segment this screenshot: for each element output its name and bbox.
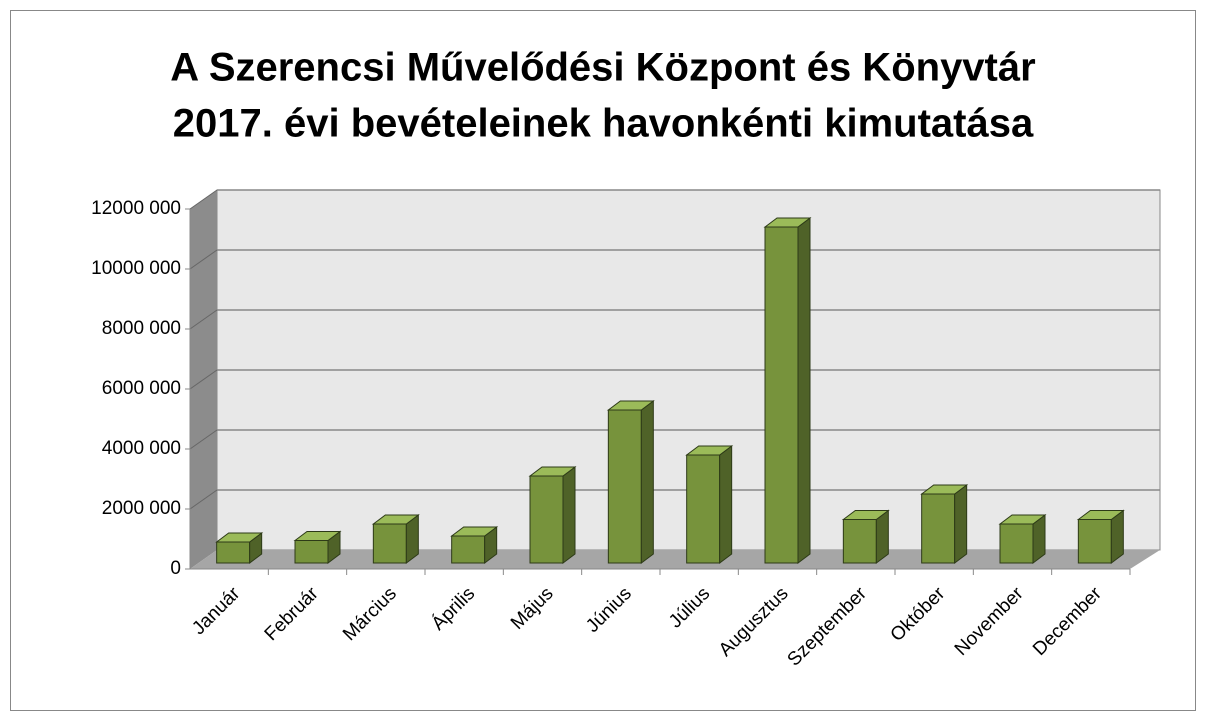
bar-front <box>1077 519 1112 564</box>
bar-front <box>451 535 486 564</box>
grid-line <box>189 309 218 330</box>
bar <box>215 531 264 565</box>
bar-top <box>215 532 264 543</box>
y-tick-label: 4000 000 <box>102 438 181 459</box>
bar-top <box>763 217 812 228</box>
bar-front <box>764 226 799 564</box>
y-tick-label: 10000 000 <box>91 258 181 279</box>
bar-top <box>685 445 734 456</box>
bar-top <box>998 514 1047 525</box>
bar <box>606 400 655 564</box>
bar-top <box>450 526 499 537</box>
grid-line <box>189 189 218 210</box>
y-tick-label: 8000 000 <box>102 318 181 339</box>
bar <box>293 530 342 564</box>
bar-top <box>528 466 577 477</box>
bar-front <box>294 540 329 564</box>
chart-title: A Szerencsi Művelődési Központ és Könyvt… <box>170 46 1035 90</box>
bar-top <box>920 484 969 495</box>
bar-front <box>216 541 251 564</box>
bar-front <box>607 409 642 564</box>
bar <box>998 514 1047 564</box>
bar-front <box>372 523 407 564</box>
y-tick-label: 12000 000 <box>91 198 181 219</box>
y-tick-label: 2000 000 <box>102 498 181 519</box>
bar-front <box>999 523 1034 564</box>
bar <box>450 526 499 564</box>
bar-side <box>562 466 576 564</box>
grid-line <box>189 249 218 270</box>
bar <box>841 509 890 564</box>
y-tick-label: 0 <box>170 558 181 579</box>
bar-front <box>921 493 956 564</box>
chart-title: 2017. évi bevételeinek havonkénti kimuta… <box>173 102 1034 146</box>
bar <box>920 484 969 564</box>
floor <box>190 550 1160 569</box>
bar <box>528 466 577 564</box>
bar-side <box>954 484 968 564</box>
grid-line <box>189 489 218 510</box>
bar-side <box>719 445 733 564</box>
bar-top <box>841 510 890 520</box>
bar <box>763 217 812 564</box>
bar <box>371 514 420 564</box>
bar-top <box>293 531 342 541</box>
grid-line <box>189 369 218 390</box>
bar-side <box>797 217 811 564</box>
y-tick-label: 6000 000 <box>102 378 181 399</box>
bar-front <box>842 519 877 564</box>
bar-top <box>371 514 420 525</box>
bar-side <box>640 400 654 564</box>
bar <box>1076 509 1125 564</box>
grid-line <box>189 429 218 450</box>
bar <box>685 445 734 564</box>
bar-top <box>606 400 655 411</box>
bar-top <box>1076 510 1125 520</box>
bar-front <box>686 454 721 564</box>
bar-front <box>529 475 564 564</box>
